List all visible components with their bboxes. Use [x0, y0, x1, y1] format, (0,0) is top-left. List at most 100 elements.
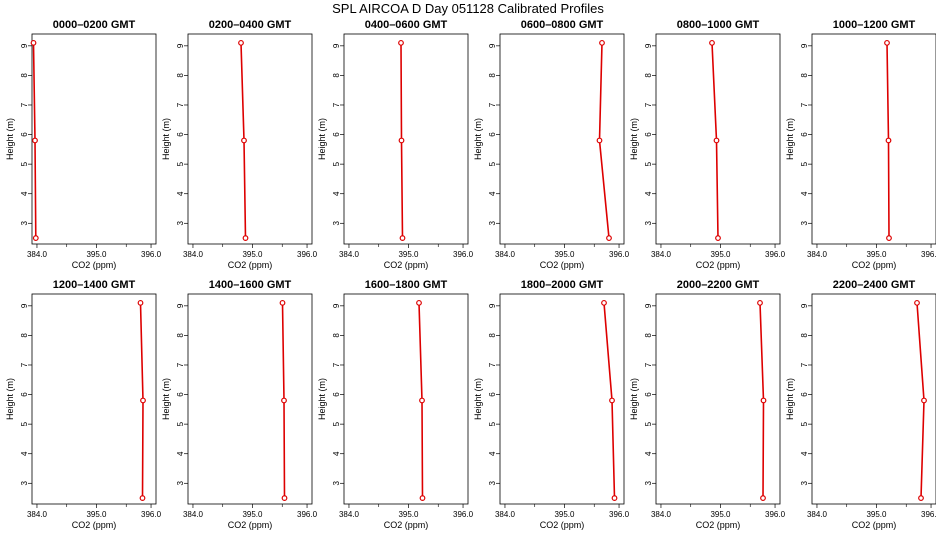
y-tick-label: 3 [488, 221, 497, 226]
y-tick-label: 5 [332, 421, 341, 426]
y-tick-label: 5 [20, 421, 29, 426]
panel-title: 0600–0800 GMT [521, 19, 604, 31]
x-tick-label: 396.0 [765, 510, 786, 519]
y-axis-label: Height (m) [629, 118, 639, 160]
y-tick-label: 3 [644, 221, 653, 226]
x-axis-label: CO2 (ppm) [540, 520, 585, 530]
y-tick-label: 6 [644, 132, 653, 137]
y-tick-label: 3 [176, 221, 185, 226]
y-tick-label: 8 [176, 333, 185, 338]
y-tick-label: 7 [332, 102, 341, 107]
x-tick-label: 396.0 [453, 250, 474, 259]
y-tick-label: 8 [488, 73, 497, 78]
y-axis-label: Height (m) [5, 378, 15, 420]
y-tick-label: 6 [20, 392, 29, 397]
panel-title: 1600–1800 GMT [365, 279, 448, 291]
panel-title: 0400–0600 GMT [365, 19, 448, 31]
y-tick-label: 9 [644, 303, 653, 308]
profile-point [399, 235, 406, 241]
panel-title: 2000–2200 GMT [677, 279, 760, 291]
x-tick-label: 395.0 [866, 250, 887, 259]
profile-point [241, 137, 247, 144]
y-tick-label: 7 [488, 362, 497, 367]
y-tick-label: 8 [644, 333, 653, 338]
x-tick-label: 384.0 [183, 250, 204, 259]
x-axis-label: CO2 (ppm) [384, 260, 429, 270]
x-axis-label: CO2 (ppm) [696, 520, 741, 530]
x-tick-label: 384.0 [807, 510, 828, 519]
profile-point [609, 397, 615, 404]
plot-frame [655, 33, 781, 245]
x-axis-label: CO2 (ppm) [384, 520, 429, 530]
x-tick-label: 384.0 [651, 510, 672, 519]
x-tick-label: 396.0 [765, 250, 786, 259]
y-tick-label: 6 [488, 392, 497, 397]
x-tick-label: 395.0 [242, 250, 263, 259]
y-tick-label: 5 [800, 161, 809, 166]
y-tick-label: 5 [488, 161, 497, 166]
profile-point [885, 137, 892, 144]
y-tick-label: 4 [488, 191, 497, 196]
profile-point [886, 235, 892, 241]
profile-point [30, 39, 37, 46]
y-tick-label: 8 [20, 333, 29, 338]
y-tick-label: 3 [332, 481, 341, 486]
plot-frame [655, 293, 781, 505]
profile-point [279, 299, 286, 306]
plot-frame [343, 33, 469, 245]
y-tick-label: 5 [644, 421, 653, 426]
y-tick-label: 4 [332, 451, 341, 456]
profile-point [918, 495, 924, 501]
y-axis-label: Height (m) [473, 118, 483, 160]
y-tick-label: 6 [176, 392, 185, 397]
y-tick-label: 6 [800, 132, 809, 137]
profile-point [715, 235, 721, 241]
y-tick-label: 8 [20, 73, 29, 78]
y-tick-label: 4 [176, 191, 185, 196]
y-tick-label: 4 [644, 451, 653, 456]
y-tick-label: 4 [20, 191, 29, 196]
profile-point [611, 495, 618, 501]
panel-title: 1400–1600 GMT [209, 279, 292, 291]
y-tick-label: 7 [800, 102, 809, 107]
y-tick-label: 5 [176, 161, 185, 166]
y-tick-label: 9 [800, 303, 809, 308]
x-tick-label: 396.0 [141, 510, 162, 519]
profile-point [281, 495, 288, 501]
x-tick-label: 395.0 [242, 510, 263, 519]
x-tick-label: 396.0 [921, 250, 936, 259]
plot-frame [499, 33, 625, 245]
panel-title: 2200–2400 GMT [833, 279, 916, 291]
profile-point [760, 397, 767, 404]
y-tick-label: 7 [644, 362, 653, 367]
y-tick-label: 7 [332, 362, 341, 367]
profile-point [709, 39, 715, 46]
plot-frame [811, 293, 936, 505]
plot-frame [343, 293, 469, 505]
profile-point [281, 397, 287, 404]
y-tick-label: 8 [800, 333, 809, 338]
y-tick-label: 6 [20, 132, 29, 137]
x-tick-label: 396.0 [609, 250, 630, 259]
page-title: SPL AIRCOA D Day 051128 Calibrated Profi… [332, 1, 604, 16]
y-tick-label: 8 [332, 333, 341, 338]
x-axis-label: CO2 (ppm) [852, 260, 897, 270]
panel-title: 1200–1400 GMT [53, 279, 136, 291]
x-tick-label: 384.0 [27, 250, 48, 259]
y-tick-label: 8 [176, 73, 185, 78]
x-tick-label: 384.0 [495, 250, 516, 259]
x-tick-label: 384.0 [183, 510, 204, 519]
x-tick-label: 395.0 [398, 250, 419, 259]
y-axis-label: Height (m) [5, 118, 15, 160]
x-tick-label: 396.0 [297, 510, 318, 519]
y-tick-label: 5 [20, 161, 29, 166]
y-tick-label: 4 [800, 191, 809, 196]
y-axis-label: Height (m) [161, 118, 171, 160]
x-axis-label: CO2 (ppm) [72, 520, 117, 530]
x-tick-label: 396.0 [609, 510, 630, 519]
profile-point [238, 39, 244, 46]
y-tick-label: 5 [800, 421, 809, 426]
panel-title: 0200–0400 GMT [209, 19, 292, 31]
y-tick-label: 9 [800, 43, 809, 48]
